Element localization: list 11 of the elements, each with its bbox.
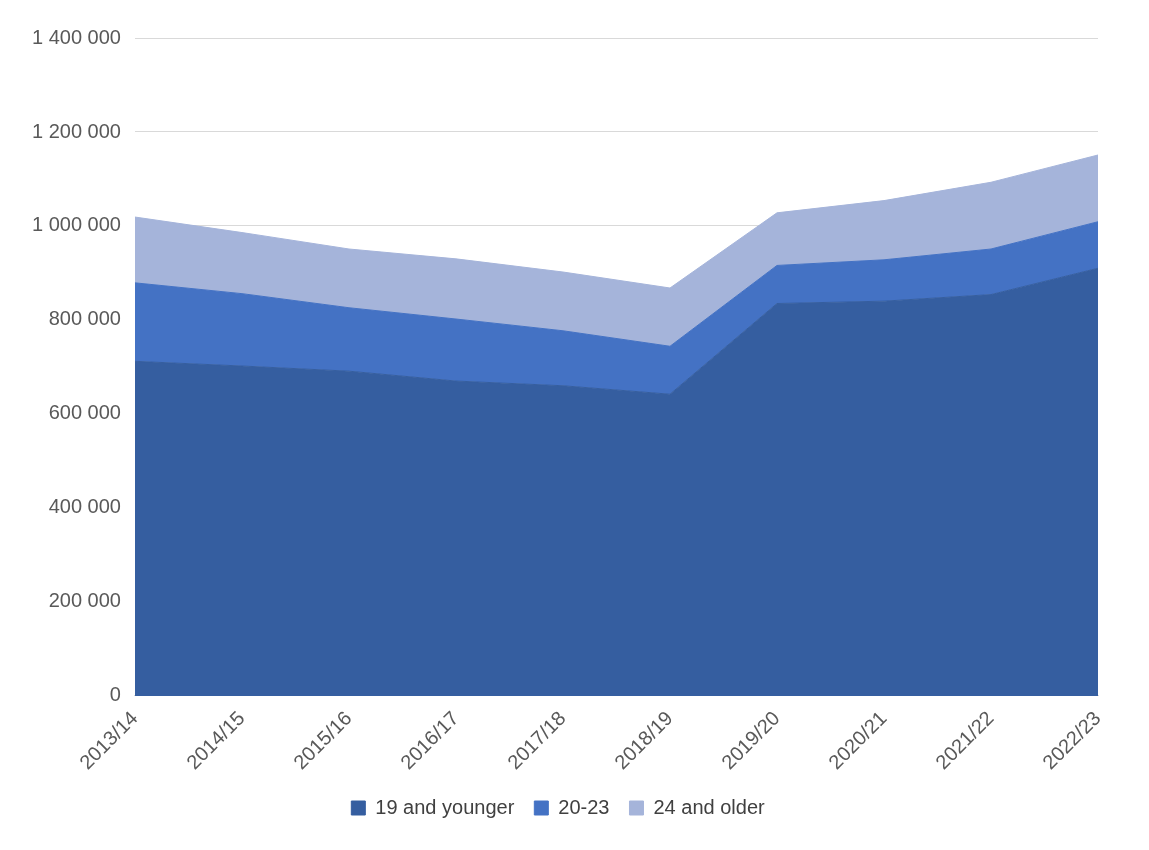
- y-tick-label: 1 000 000: [31, 213, 121, 236]
- legend-label: 24 and older: [653, 795, 766, 818]
- y-tick-label: 400 000: [48, 495, 121, 518]
- legend-label: 19 and younger: [375, 795, 515, 818]
- y-tick-label: 0: [109, 683, 121, 706]
- y-tick-label: 600 000: [48, 401, 121, 424]
- legend-label: 20-23: [558, 795, 610, 818]
- y-tick-label: 200 000: [48, 589, 121, 612]
- y-tick-label: 800 000: [48, 307, 121, 330]
- y-tick-label: 1 400 000: [31, 25, 121, 48]
- y-tick-label: 1 200 000: [31, 119, 121, 142]
